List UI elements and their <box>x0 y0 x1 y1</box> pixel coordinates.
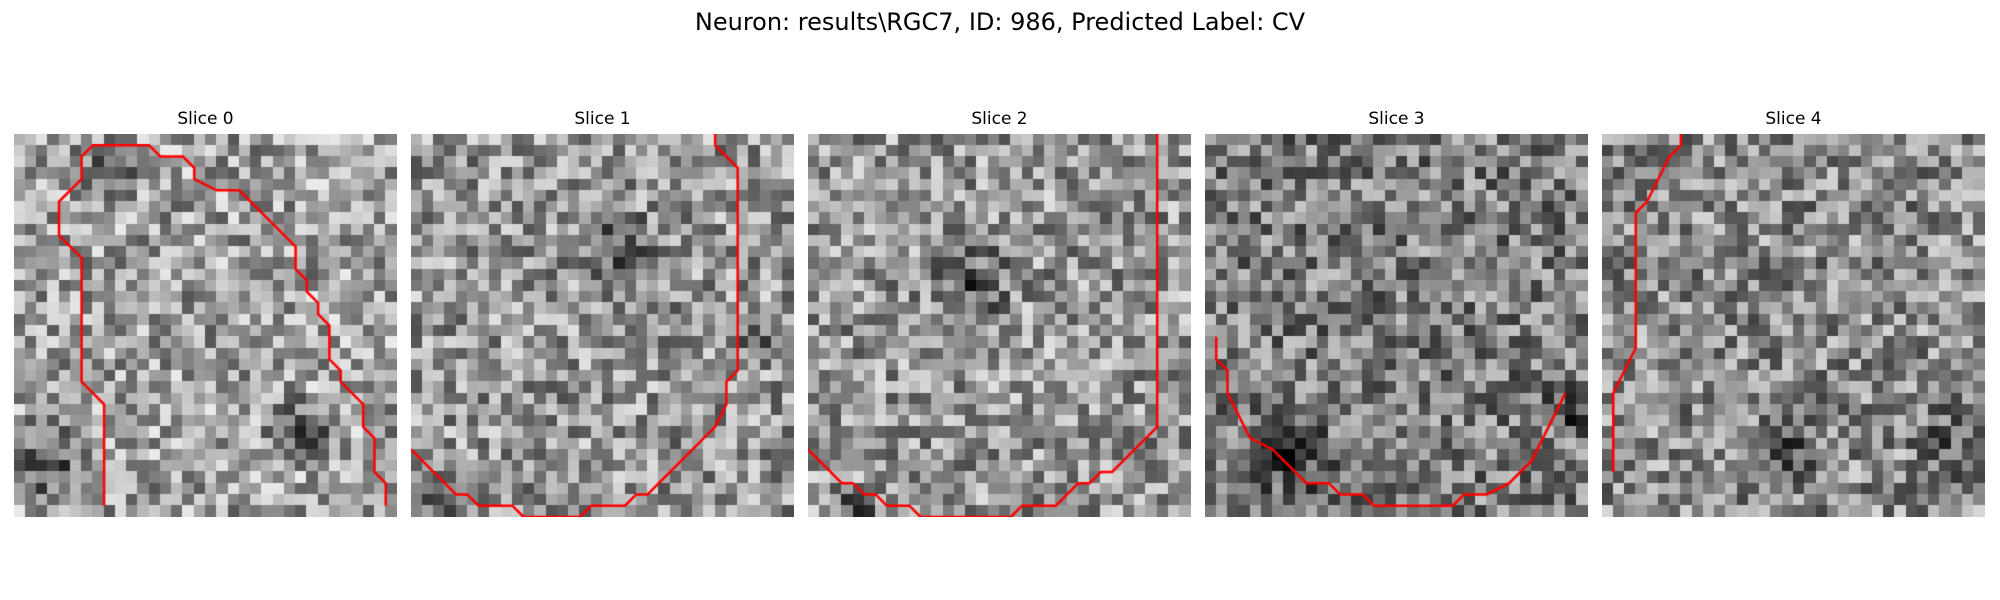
slice-title-2: Slice 2 <box>971 109 1028 129</box>
slice-panel-1: Slice 1 <box>411 108 794 517</box>
slice-image-2 <box>808 134 1191 517</box>
slice-panel-2: Slice 2 <box>808 108 1191 517</box>
slice-image-0 <box>14 134 397 517</box>
slice-panel-4: Slice 4 <box>1602 108 1985 517</box>
slice-title-0: Slice 0 <box>177 109 234 129</box>
slice-panel-0: Slice 0 <box>14 108 397 517</box>
figure-title: Neuron: results\RGC7, ID: 986, Predicted… <box>694 8 1306 36</box>
slice-title-1: Slice 1 <box>574 109 631 129</box>
slice-image-3 <box>1205 134 1588 517</box>
slice-title-4: Slice 4 <box>1765 109 1822 129</box>
slice-image-1 <box>411 134 794 517</box>
slice-title-3: Slice 3 <box>1368 109 1425 129</box>
slice-panel-3: Slice 3 <box>1205 108 1588 517</box>
slice-image-4 <box>1602 134 1985 517</box>
